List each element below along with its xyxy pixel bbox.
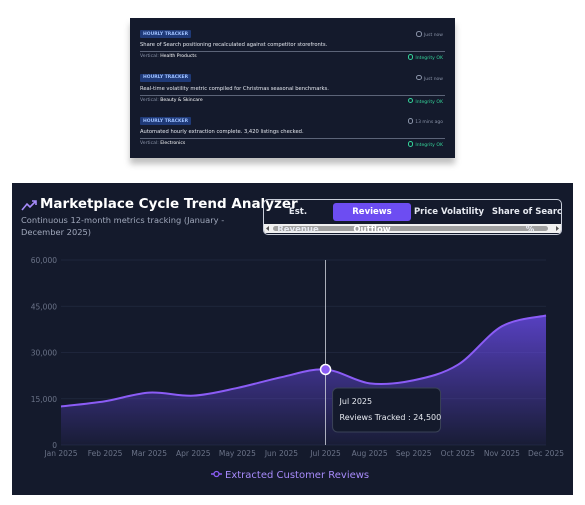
vertical: Vertical: Electronics	[140, 141, 185, 146]
y-tick-label: 0	[52, 441, 57, 450]
y-tick-label: 30,000	[31, 349, 57, 358]
feed-entry: HOURLY TRACKER 13 mins ago Automated hourl…	[140, 117, 445, 157]
tooltip-title: Jul 2025	[339, 397, 373, 406]
tooltip-text: Reviews Tracked : 24,500	[340, 413, 442, 422]
legend-dot	[213, 470, 220, 478]
timestamp: 13 mins ago	[407, 118, 443, 125]
area	[61, 315, 546, 445]
tooltip	[332, 387, 442, 433]
tab[interactable]: Est. Revenue	[277, 207, 319, 235]
vertical-label: Vertical:	[140, 97, 159, 103]
vertical: Vertical: Health Products	[140, 54, 197, 59]
hover-point	[319, 363, 332, 376]
integrity: Integrity OK	[407, 97, 443, 105]
x-tick-label: May 2025	[219, 449, 256, 458]
vertical-value: Electronics	[160, 141, 186, 146]
divider	[140, 51, 445, 52]
x-tick-label: Oct 2025	[441, 449, 476, 458]
x-tick-label: Jul 2025	[309, 449, 341, 458]
chart-subtitle: Continuous 12-month metrics tracking (Ja…	[21, 215, 225, 237]
integrity: Integrity OK	[407, 141, 443, 148]
status-text: Integrity OK	[415, 99, 443, 105]
x-tick-label: Apr 2025	[176, 449, 211, 458]
x-tick-label: Sep 2025	[396, 449, 432, 458]
chart: 0 15,000 30,000 45,000 60,000 Jan 2025 Feb 202…	[21, 200, 564, 481]
message: Real-time volatility metric compiled for…	[140, 85, 329, 92]
x-tick-label: Feb 2025	[88, 449, 123, 458]
timestamp: Just now	[416, 74, 443, 82]
status-text: Integrity OK	[415, 56, 443, 61]
scroll-left[interactable]	[264, 224, 272, 233]
trend-icon	[21, 200, 37, 211]
x-tick-label: Jan 2025	[43, 449, 77, 458]
message: Automated hourly extraction complete. 3,…	[140, 129, 304, 135]
time-text: 13 mins ago	[415, 120, 443, 125]
x-tick-label: Jun 2025	[264, 449, 298, 458]
vertical-label: Vertical:	[140, 141, 159, 146]
badge: HOURLY TRACKER	[140, 73, 192, 82]
y-tick-label: 15,000	[31, 395, 57, 404]
x-tick-label: Mar 2025	[131, 449, 167, 458]
chart-card: 0 15,000 30,000 45,000 60,000 Jan 2025 Feb 202…	[12, 183, 573, 495]
feed-entry: HOURLY TRACKER Just now Real-time volatili…	[140, 73, 445, 114]
vertical-label: Vertical:	[140, 54, 159, 59]
tab[interactable]: Price Volatility	[413, 207, 485, 217]
tab[interactable]: Reviews Outflow	[333, 203, 411, 234]
chart-title: Marketplace Cycle Trend Analyzer	[40, 196, 298, 212]
vertical-value: Health Products	[160, 54, 197, 59]
x-tick-label: Dec 2025	[528, 449, 564, 458]
y-tick-label: 45,000	[31, 302, 57, 311]
vertical-value: Beauty & Skincare	[160, 97, 203, 103]
divider	[140, 138, 445, 139]
x-tick-label: Nov 2025	[484, 449, 520, 458]
timestamp: Just now	[416, 31, 443, 38]
tab[interactable]: Share of Search %	[491, 207, 562, 235]
status-text: Integrity OK	[415, 143, 443, 148]
integrity: Integrity OK	[407, 54, 443, 61]
time-text: Just now	[423, 76, 443, 82]
feed-entry: HOURLY TRACKER Just now Share of Search po…	[140, 30, 445, 70]
badge: HOURLY TRACKER	[140, 117, 192, 125]
legend-label: Extracted Customer Reviews	[225, 470, 369, 481]
vertical: Vertical: Beauty & Skincare	[140, 98, 203, 103]
scroll-thumb[interactable]	[273, 226, 548, 231]
tab-bar: Est. Revenue Reviews Outflow Price Volatil…	[263, 199, 562, 235]
message: Share of Search positioning recalculated…	[140, 42, 328, 48]
legend-item[interactable]: Extracted Customer Reviews	[211, 470, 369, 481]
line	[60, 314, 547, 408]
scrollbar[interactable]	[264, 224, 561, 233]
badge: HOURLY TRACKER	[140, 30, 192, 38]
divider	[140, 94, 445, 96]
y-tick-label: 60,000	[31, 256, 57, 265]
time-text: Just now	[423, 33, 443, 38]
activity-feed: HOURLY TRACKER Just now Share of Search po…	[130, 18, 455, 158]
x-tick-label: Aug 2025	[352, 449, 388, 458]
scroll-right[interactable]	[553, 224, 561, 233]
